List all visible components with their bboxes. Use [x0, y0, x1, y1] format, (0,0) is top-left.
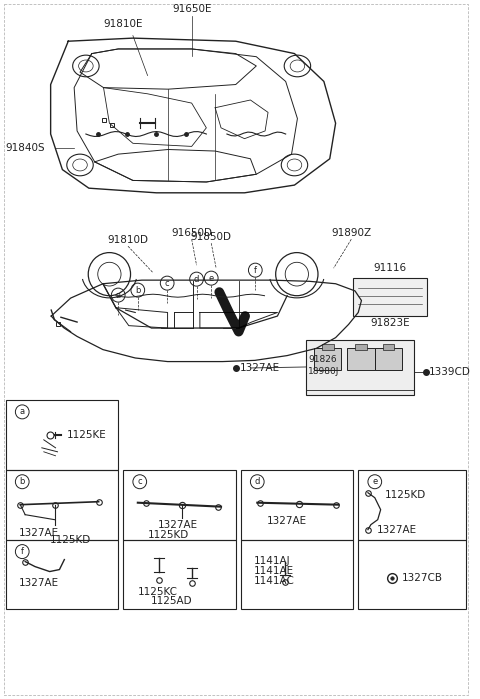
Text: 1327AE: 1327AE: [18, 577, 59, 588]
Text: e: e: [372, 477, 377, 487]
Text: 1125KD: 1125KD: [147, 530, 189, 540]
Text: 1327AE: 1327AE: [377, 525, 417, 535]
Text: b: b: [135, 286, 141, 294]
Text: f: f: [254, 266, 257, 275]
Bar: [314, 348, 341, 370]
Text: 1125KE: 1125KE: [67, 430, 107, 440]
Text: c: c: [165, 279, 169, 287]
Text: d: d: [194, 275, 199, 284]
Text: 91650D: 91650D: [171, 228, 212, 238]
Text: 1327AE: 1327AE: [267, 516, 307, 526]
Bar: [240, 540, 353, 610]
Text: 1327AE: 1327AE: [18, 528, 59, 538]
Bar: [355, 344, 367, 350]
Text: 91850D: 91850D: [191, 232, 232, 243]
Bar: [240, 470, 353, 540]
Bar: [6, 400, 118, 470]
Text: 1125AD: 1125AD: [151, 596, 192, 605]
Bar: [6, 540, 118, 610]
Text: 1141AJ: 1141AJ: [253, 556, 290, 565]
Bar: [306, 340, 414, 395]
Text: c: c: [137, 477, 142, 487]
Text: d: d: [254, 477, 260, 487]
Bar: [322, 344, 334, 350]
Text: 1327AE: 1327AE: [240, 363, 280, 373]
Text: 91810D: 91810D: [108, 235, 148, 245]
Text: f: f: [21, 547, 24, 556]
Bar: [123, 470, 236, 540]
Text: 18980J: 18980J: [308, 368, 339, 377]
Text: 1125KC: 1125KC: [138, 586, 178, 596]
Text: b: b: [20, 477, 25, 487]
Bar: [375, 348, 402, 370]
Text: a: a: [116, 291, 121, 300]
Text: a: a: [20, 408, 25, 417]
Bar: [353, 278, 427, 316]
Bar: [358, 470, 466, 540]
Text: 1141AC: 1141AC: [253, 575, 294, 586]
Bar: [358, 540, 466, 610]
Text: 1125KD: 1125KD: [384, 490, 426, 500]
Text: 1339CD: 1339CD: [429, 367, 470, 377]
Bar: [123, 540, 236, 610]
Text: 1141AE: 1141AE: [253, 565, 293, 575]
Text: 91116: 91116: [373, 263, 407, 273]
Text: 1327AE: 1327AE: [157, 519, 197, 530]
Text: 91826: 91826: [308, 356, 337, 364]
Text: 91650E: 91650E: [172, 3, 211, 14]
Text: 1327CB: 1327CB: [402, 572, 443, 582]
Text: 91890Z: 91890Z: [331, 228, 372, 238]
Bar: [383, 344, 395, 350]
Text: 1125KD: 1125KD: [49, 535, 91, 545]
Bar: [348, 348, 375, 370]
Bar: [6, 470, 118, 540]
Text: 91810E: 91810E: [104, 19, 143, 29]
Text: 91840S: 91840S: [6, 143, 45, 153]
Text: e: e: [209, 273, 214, 282]
Text: 91823E: 91823E: [370, 318, 410, 328]
